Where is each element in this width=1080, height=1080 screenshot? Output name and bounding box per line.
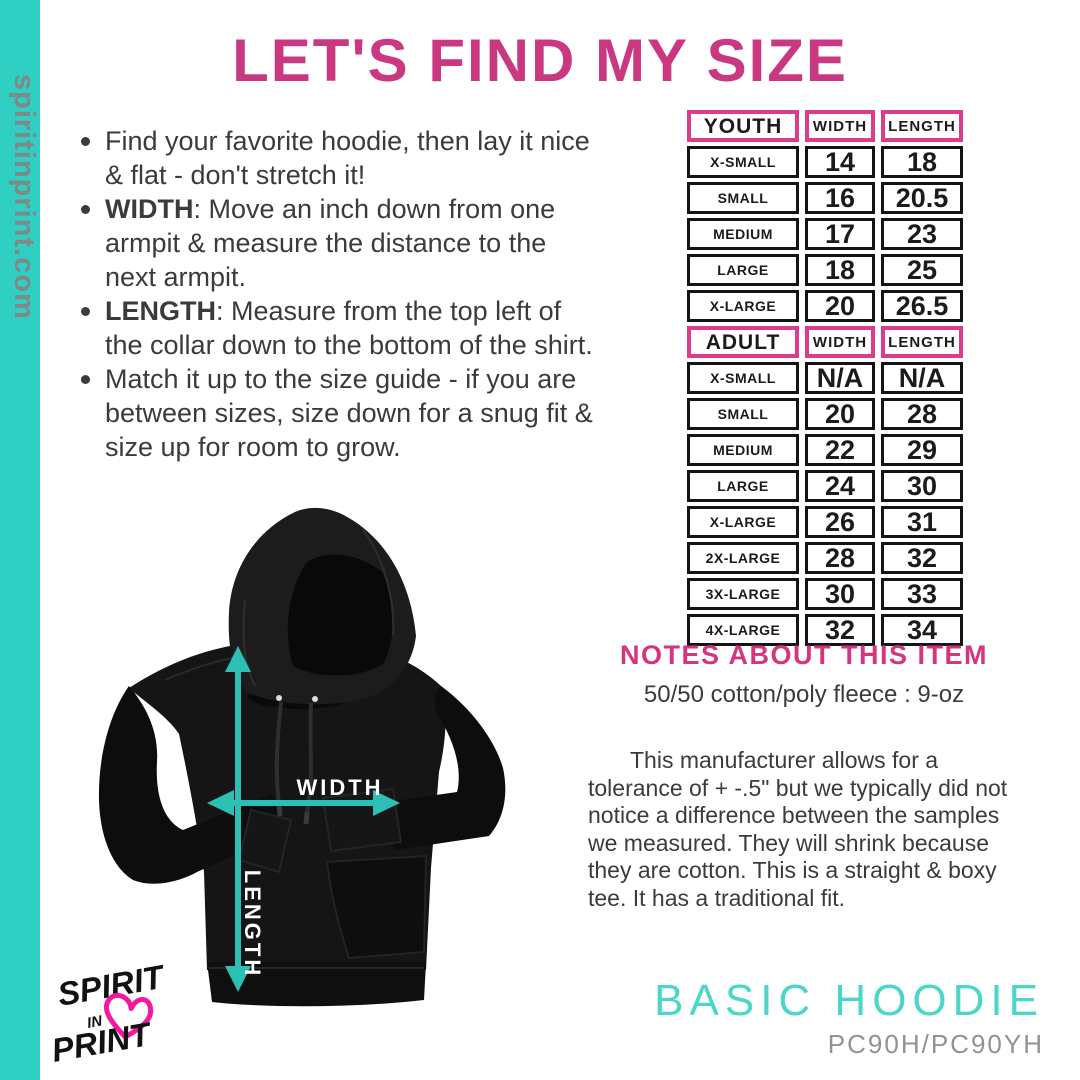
left-accent-bar: [0, 0, 40, 1080]
table-width-cell: 24: [805, 470, 875, 502]
table-size-cell: X-LARGE: [687, 290, 799, 322]
table-length-cell: 18: [881, 146, 963, 178]
table-size-cell: MEDIUM: [687, 434, 799, 466]
table-size-cell: 2X-LARGE: [687, 542, 799, 574]
eyelet-icon: [312, 696, 318, 702]
table-length-cell: 31: [881, 506, 963, 538]
table-col-header-width: WIDTH: [805, 326, 875, 358]
table-size-cell: LARGE: [687, 470, 799, 502]
width-arrow: [207, 790, 400, 816]
table-width-cell: 17: [805, 218, 875, 250]
table-size-cell: MEDIUM: [687, 218, 799, 250]
fabric-spec: 50/50 cotton/poly fleece : 9-oz: [643, 681, 965, 708]
instruction-item: Find your favorite hoodie, then lay it n…: [78, 124, 602, 192]
table-length-cell: 26.5: [881, 290, 963, 322]
table-size-cell: X-LARGE: [687, 506, 799, 538]
table-col-header-length: LENGTH: [881, 110, 963, 142]
table-width-cell: 30: [805, 578, 875, 610]
logo-text-print: PRINT: [49, 1015, 156, 1069]
notes-section: NOTES ABOUT THIS ITEM 50/50 cotton/poly …: [588, 640, 1020, 912]
table-group-header: YOUTH: [687, 110, 799, 142]
table-group-header: ADULT: [687, 326, 799, 358]
table-width-cell: 20: [805, 290, 875, 322]
length-arrow-label: LENGTH: [240, 870, 265, 978]
table-length-cell: 23: [881, 218, 963, 250]
product-code: PC90H/PC90YH: [827, 1029, 1044, 1059]
notes-heading: NOTES ABOUT THIS ITEM: [620, 640, 988, 670]
notes-body: This manufacturer allows for a tolerance…: [588, 747, 1008, 911]
size-table: YOUTH WIDTH LENGTH X-SMALL 14 18 SMALL 16 20.5 ME…: [687, 110, 963, 646]
page-title: LET'S FIND MY SIZE: [232, 27, 848, 94]
table-col-header-width: WIDTH: [805, 110, 875, 142]
hoodie-image: WIDTH LENGTH: [98, 507, 506, 1007]
table-width-cell: N/A: [805, 362, 875, 394]
table-width-cell: 18: [805, 254, 875, 286]
table-size-cell: X-SMALL: [687, 362, 799, 394]
table-size-cell: X-SMALL: [687, 146, 799, 178]
table-size-cell: SMALL: [687, 182, 799, 214]
table-length-cell: 32: [881, 542, 963, 574]
table-length-cell: 34: [881, 614, 963, 646]
length-arrow: [225, 646, 251, 992]
instruction-item: LENGTH: Measure from the top left of the…: [78, 294, 602, 362]
heart-icon: [103, 992, 154, 1040]
table-width-cell: 28: [805, 542, 875, 574]
table-width-cell: 14: [805, 146, 875, 178]
table-length-cell: 20.5: [881, 182, 963, 214]
table-length-cell: 29: [881, 434, 963, 466]
instruction-item: WIDTH: Move an inch down from one armpit…: [78, 192, 602, 294]
table-size-cell: 4X-LARGE: [687, 614, 799, 646]
eyelet-icon: [276, 695, 282, 701]
table-width-cell: 32: [805, 614, 875, 646]
table-size-cell: 3X-LARGE: [687, 578, 799, 610]
table-width-cell: 26: [805, 506, 875, 538]
table-length-cell: 30: [881, 470, 963, 502]
table-size-cell: LARGE: [687, 254, 799, 286]
instruction-item: Match it up to the size guide - if you a…: [78, 362, 602, 464]
table-length-cell: 25: [881, 254, 963, 286]
table-length-cell: 33: [881, 578, 963, 610]
hoodie-silhouette: [98, 507, 506, 1007]
table-length-cell: N/A: [881, 362, 963, 394]
brand-logo: SPIRIT IN PRINT: [49, 962, 169, 1069]
table-size-cell: SMALL: [687, 398, 799, 430]
product-footer: BASIC HOODIE PC90H/PC90YH: [654, 976, 1044, 1060]
table-width-cell: 20: [805, 398, 875, 430]
table-width-cell: 22: [805, 434, 875, 466]
table-length-cell: 28: [881, 398, 963, 430]
width-arrow-label: WIDTH: [296, 775, 383, 800]
logo-text-in: IN: [86, 1012, 105, 1032]
website-url: spiritinprint.com: [8, 74, 40, 320]
table-width-cell: 16: [805, 182, 875, 214]
instructions-list: Find your favorite hoodie, then lay it n…: [78, 124, 602, 464]
table-col-header-length: LENGTH: [881, 326, 963, 358]
product-name: BASIC HOODIE: [654, 976, 1044, 1025]
